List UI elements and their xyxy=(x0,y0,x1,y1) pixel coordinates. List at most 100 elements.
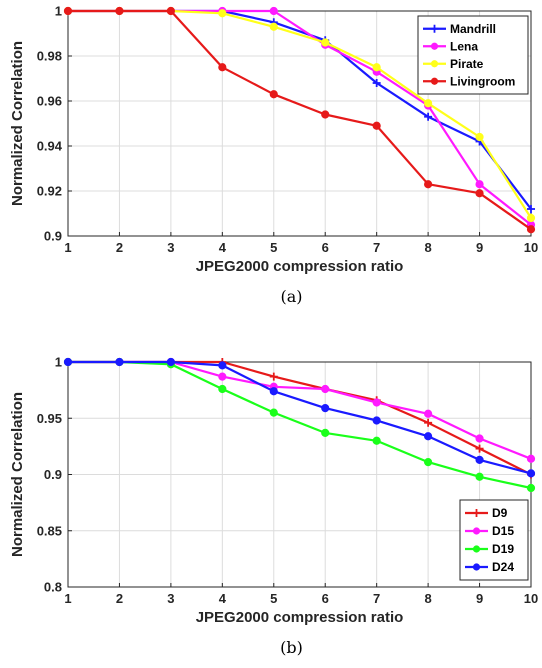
data-point xyxy=(372,398,381,407)
legend-item: Lena xyxy=(423,39,478,53)
data-point xyxy=(526,454,536,463)
x-tick-label: 1 xyxy=(64,591,71,606)
x-tick-label: 3 xyxy=(167,240,174,255)
data-point xyxy=(218,372,227,381)
data-point xyxy=(372,416,381,425)
legend-marker xyxy=(430,60,439,68)
chart-1: 1 2 3 4 5 6 7 8 9 10 0.9 0.92 0.94 0.96 0.98 1 JPEG2000 … xyxy=(9,4,538,307)
x-tick-label: 10 xyxy=(524,591,538,606)
data-point xyxy=(424,409,433,418)
data-point xyxy=(526,213,536,223)
data-point xyxy=(475,444,484,453)
data-point xyxy=(321,110,330,119)
y-tick-label: 0.96 xyxy=(37,94,62,109)
data-point xyxy=(372,121,381,130)
data-point xyxy=(475,132,484,142)
legend-label: Lena xyxy=(450,39,478,53)
legend-label: D15 xyxy=(492,524,514,538)
legend: D9 D15 D19 D24 xyxy=(459,499,529,581)
legend-label: D19 xyxy=(492,542,514,556)
y-axis-label: Normalized Correlation xyxy=(9,392,26,557)
data-point xyxy=(63,357,73,367)
x-tick-label: 3 xyxy=(167,591,174,606)
series-d24 xyxy=(63,357,536,478)
data-point xyxy=(475,472,484,481)
x-tick-label: 10 xyxy=(524,240,538,255)
data-point xyxy=(475,189,484,198)
legend-label: D24 xyxy=(492,560,514,574)
x-tick-label: 2 xyxy=(116,591,123,606)
x-tick-label: 4 xyxy=(219,591,227,606)
x-tick-label: 5 xyxy=(270,240,277,255)
x-tick-label: 1 xyxy=(64,240,71,255)
legend-marker xyxy=(472,527,481,535)
legend-item: D9 xyxy=(465,506,508,520)
y-axis-label: Normalized Correlation xyxy=(9,41,26,206)
y-tick-label: 0.95 xyxy=(37,411,62,426)
data-point xyxy=(424,458,433,467)
data-point xyxy=(527,205,535,213)
legend: Mandrill Lena Pirate Livingroom xyxy=(417,15,529,95)
data-point xyxy=(424,180,433,189)
figure-caption: (b) xyxy=(280,638,303,657)
series-line xyxy=(68,360,532,490)
x-axis-label: JPEG2000 compression ratio xyxy=(196,258,404,275)
y-tick-label: 0.9 xyxy=(44,467,62,482)
y-tick-label: 0.9 xyxy=(44,229,62,244)
legend-item: D15 xyxy=(465,524,514,538)
data-point xyxy=(321,404,330,413)
chart-2: 1 2 3 4 5 6 7 8 9 10 0.8 0.85 0.9 0.95 1 JPEG2000 compr… xyxy=(9,355,538,658)
x-tick-label: 6 xyxy=(322,591,329,606)
legend-item: D24 xyxy=(465,560,514,574)
series-line xyxy=(68,9,532,231)
x-tick-label: 8 xyxy=(424,240,431,255)
x-tick-label: 4 xyxy=(219,240,227,255)
x-tick-label: 2 xyxy=(116,240,123,255)
data-point xyxy=(424,112,433,121)
data-point xyxy=(372,63,381,72)
data-point xyxy=(115,6,124,16)
y-tick-label: 1 xyxy=(55,355,62,370)
legend-item: Pirate xyxy=(423,57,484,71)
legend-marker xyxy=(430,42,439,50)
x-tick-label: 8 xyxy=(424,591,431,606)
series-livingroom xyxy=(63,6,536,234)
data-point xyxy=(475,434,484,443)
data-point xyxy=(321,384,330,394)
data-point xyxy=(475,455,484,464)
legend-item: Mandrill xyxy=(423,22,496,36)
x-tick-label: 5 xyxy=(270,591,277,606)
legend-marker xyxy=(472,563,481,571)
data-point xyxy=(475,180,484,189)
figure-caption: (a) xyxy=(280,287,302,306)
data-point xyxy=(372,436,381,445)
legend-item: D19 xyxy=(465,542,514,556)
data-point xyxy=(218,63,227,72)
y-tick-label: 0.92 xyxy=(37,184,62,199)
legend-label: Pirate xyxy=(450,57,484,71)
data-point xyxy=(218,9,227,18)
data-point xyxy=(269,372,278,381)
y-tick-label: 0.8 xyxy=(44,580,62,595)
data-point xyxy=(526,483,536,493)
data-point xyxy=(63,6,73,16)
legend-marker xyxy=(472,545,481,553)
axes-frame xyxy=(67,10,532,237)
legend-label: Livingroom xyxy=(450,74,515,88)
data-point xyxy=(424,99,433,108)
data-point xyxy=(526,225,536,234)
data-point xyxy=(269,90,278,99)
data-point xyxy=(218,361,227,370)
data-point xyxy=(166,6,175,16)
data-point xyxy=(115,357,124,367)
series-line xyxy=(68,360,532,475)
x-tick-label: 7 xyxy=(373,591,380,606)
data-point xyxy=(526,469,536,478)
y-tick-label: 0.94 xyxy=(37,139,63,154)
y-tick-label: 0.98 xyxy=(37,49,62,64)
x-tick-label: 9 xyxy=(476,591,483,606)
legend-label: Mandrill xyxy=(450,22,496,36)
legend-label: D9 xyxy=(492,506,508,520)
y-tick-label: 1 xyxy=(55,4,62,19)
data-point xyxy=(321,38,330,47)
